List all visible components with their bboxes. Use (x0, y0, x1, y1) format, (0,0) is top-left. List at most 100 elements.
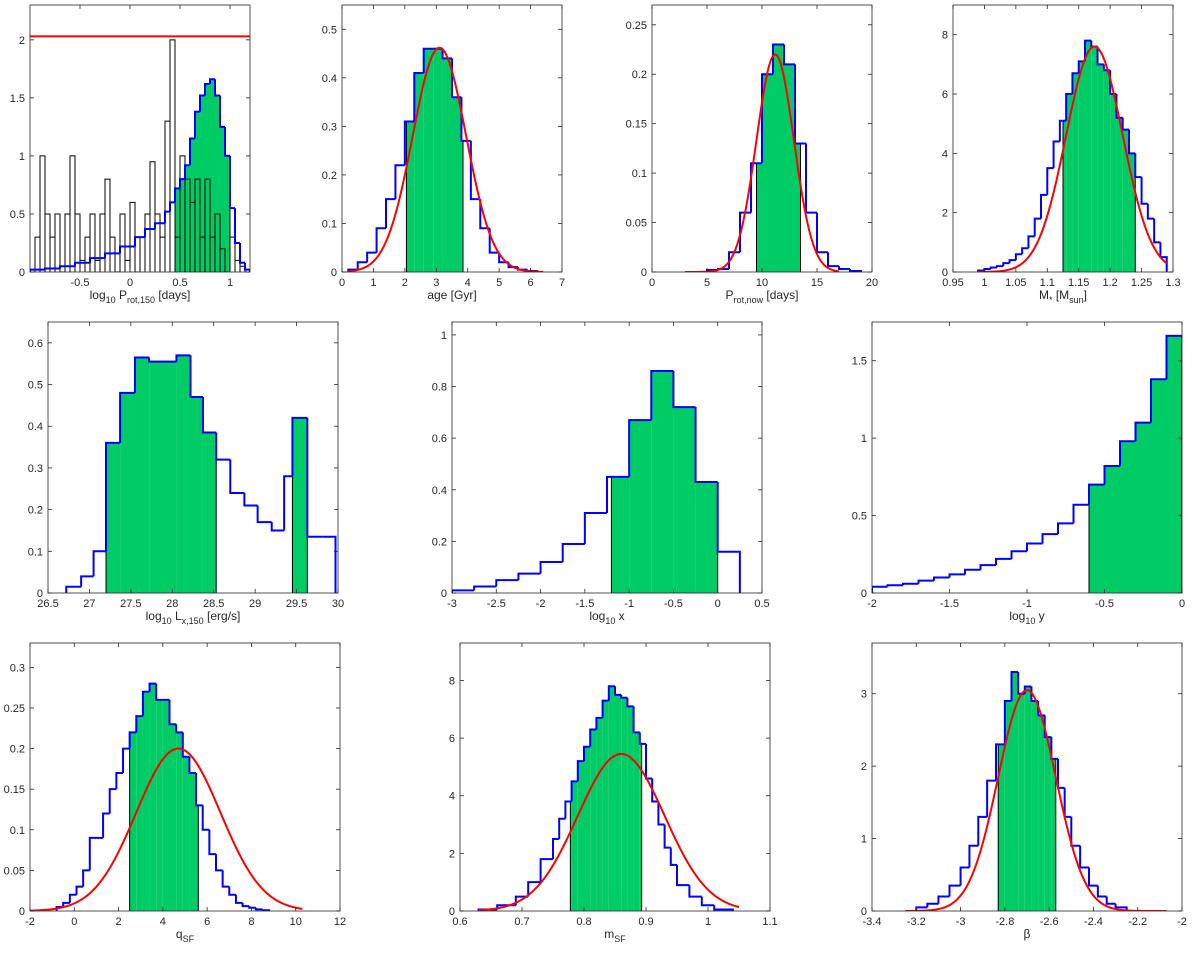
y-tick-label: 4 (449, 791, 455, 803)
histogram-bin (1041, 533, 1058, 544)
x-axis-label-part: log (90, 288, 106, 302)
shaded-bin (1104, 466, 1120, 593)
prior-bin (204, 178, 211, 272)
histogram-bin (872, 585, 888, 593)
x-axis-label: β (1024, 927, 1031, 941)
shaded-bin (1135, 422, 1151, 593)
shaded-bin (200, 95, 205, 272)
y-tick-label: 0.1 (322, 218, 337, 230)
histogram-bin (241, 902, 250, 908)
histogram-bin (527, 881, 541, 897)
x-tick-label: 1 (227, 277, 233, 289)
histogram-bin (1105, 896, 1116, 905)
histogram-bin (1159, 242, 1168, 272)
histogram-bin (181, 732, 190, 758)
histogram-bin (1096, 46, 1104, 66)
histogram-bin (215, 854, 223, 872)
prior-bin (49, 236, 56, 272)
subplot-10: -3.4 -3.2 -3 -2.8 -2.6 -2.4 -2.2 -2 0 1 2 3 β (861, 642, 1187, 941)
y-tick-label: 0.05 (626, 218, 647, 230)
histogram-bin (783, 44, 795, 66)
histogram-bin (750, 162, 762, 213)
x-axis-label-part: * (1049, 295, 1053, 305)
histogram-bin (948, 884, 961, 897)
histogram-bin (917, 579, 934, 584)
plot-area (477, 685, 740, 911)
x-tick-label: -2.2 (1128, 916, 1147, 928)
prior-bin (149, 161, 156, 272)
x-axis-label-part: m (604, 927, 614, 941)
shaded-bin (461, 140, 463, 272)
histogram-bin (1057, 522, 1074, 535)
x-axis-label: log10 Prot,150 [days] (90, 288, 191, 305)
x-tick-label: 0.7 (514, 916, 529, 928)
x-tick-label: -3 (956, 916, 966, 928)
y-tick-label: 0.6 (432, 433, 447, 445)
histogram-bin (1153, 218, 1161, 244)
shaded-bin (1018, 693, 1025, 911)
prior-bin (139, 236, 146, 272)
shaded-bin (120, 392, 135, 593)
x-axis-label-part: rot,150 (127, 295, 155, 305)
x-tick-label: 6 (528, 277, 534, 289)
shaded-bin (615, 694, 622, 911)
axes-box (459, 642, 771, 912)
plot-area (452, 370, 741, 593)
histogram-bin (1003, 699, 1012, 745)
histogram-bin (224, 126, 230, 157)
x-axis-label-part: [erg/s] (204, 609, 241, 623)
shaded-bin (1122, 129, 1129, 272)
axes-box (29, 642, 341, 912)
shaded-bin (1066, 94, 1073, 272)
histogram-bin (169, 201, 175, 212)
histogram-bin (886, 584, 903, 587)
shaded-bin (423, 48, 434, 272)
histogram-bin (403, 120, 415, 166)
axes-box (29, 4, 251, 273)
y-tick-label: 0.3 (322, 121, 337, 133)
histogram-bin (650, 370, 674, 421)
plot-area (30, 682, 303, 911)
histogram-bin (322, 535, 337, 593)
histogram-bin (89, 257, 105, 263)
x-axis-label-part: P (726, 288, 734, 302)
histogram-bin (1057, 758, 1065, 789)
histogram-bin (74, 261, 90, 267)
y-tick-label: 1 (441, 330, 447, 342)
x-tick-label: -2.5 (487, 598, 506, 610)
histogram-bin (195, 772, 203, 807)
histogram-bin (1065, 93, 1073, 121)
shaded-bin (452, 97, 462, 272)
shaded-bin (571, 781, 578, 911)
histogram-bin (700, 896, 715, 907)
histogram-bin (270, 522, 285, 532)
x-tick-label: 6 (204, 916, 210, 928)
shaded-bin (414, 72, 424, 272)
shaded-bin (784, 64, 795, 272)
shaded-bin (190, 138, 195, 272)
shaded-bin (210, 79, 215, 272)
y-tick-label: 0.25 (4, 703, 25, 715)
shaded-bin (176, 732, 183, 911)
histogram-bin (248, 906, 256, 909)
x-tick-label: -0.5 (71, 277, 90, 289)
axes-box (871, 642, 1183, 912)
histogram-bin (816, 212, 828, 254)
y-tick-label: 0.15 (4, 784, 25, 796)
histogram-bin (983, 268, 991, 271)
x-tick-label: 29 (249, 598, 261, 610)
histogram-bin (1084, 39, 1092, 62)
y-tick-label: 1.5 (852, 356, 867, 368)
shaded-bin (570, 801, 572, 911)
x-tick-label: 1 (981, 277, 987, 289)
prior-bin (39, 155, 46, 272)
histogram-bin (716, 482, 741, 593)
shaded-bin (1110, 94, 1117, 272)
y-tick-label: 1 (861, 433, 867, 445)
plot-area (685, 43, 862, 272)
shaded-bin (182, 756, 190, 911)
histogram-bin (154, 222, 165, 230)
histogram-bin (155, 683, 163, 701)
prior-bin (169, 39, 176, 272)
histogram-bin (1021, 247, 1029, 255)
